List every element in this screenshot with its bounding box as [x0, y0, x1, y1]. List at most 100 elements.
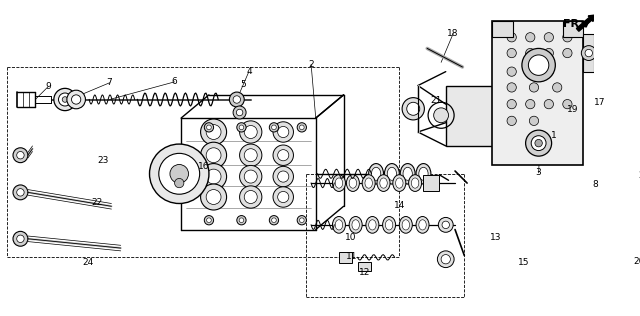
Circle shape — [239, 125, 244, 130]
Bar — [583, 34, 595, 72]
Text: 24: 24 — [83, 258, 94, 267]
Ellipse shape — [369, 220, 376, 230]
Circle shape — [239, 166, 262, 188]
Circle shape — [535, 139, 542, 147]
Circle shape — [200, 164, 227, 190]
Circle shape — [273, 122, 294, 142]
Circle shape — [269, 216, 278, 225]
Circle shape — [206, 148, 221, 163]
Ellipse shape — [408, 175, 422, 191]
Text: 19: 19 — [567, 105, 579, 114]
Ellipse shape — [335, 178, 342, 188]
Circle shape — [581, 46, 596, 60]
Ellipse shape — [349, 178, 356, 188]
Ellipse shape — [419, 167, 428, 180]
Circle shape — [17, 151, 24, 159]
Circle shape — [237, 216, 246, 225]
Circle shape — [544, 67, 554, 76]
Circle shape — [507, 33, 516, 42]
Ellipse shape — [332, 216, 346, 233]
Circle shape — [200, 184, 227, 210]
Circle shape — [67, 90, 85, 109]
Circle shape — [273, 145, 294, 166]
Bar — [492, 21, 583, 165]
Circle shape — [437, 251, 454, 268]
Circle shape — [525, 67, 535, 76]
Text: 23: 23 — [97, 156, 109, 165]
Circle shape — [278, 126, 289, 137]
Circle shape — [170, 165, 189, 183]
Text: 22: 22 — [91, 198, 102, 207]
Circle shape — [62, 97, 68, 102]
Circle shape — [544, 33, 554, 42]
Ellipse shape — [383, 216, 396, 233]
Circle shape — [271, 218, 276, 222]
Ellipse shape — [352, 220, 360, 230]
Circle shape — [525, 48, 535, 58]
Circle shape — [239, 144, 262, 166]
Ellipse shape — [399, 216, 412, 233]
Circle shape — [527, 103, 550, 127]
Circle shape — [17, 189, 24, 196]
Circle shape — [507, 100, 516, 109]
Circle shape — [207, 125, 211, 130]
Circle shape — [278, 150, 289, 161]
Circle shape — [438, 217, 453, 232]
Ellipse shape — [400, 164, 415, 184]
Circle shape — [273, 166, 294, 187]
Ellipse shape — [365, 178, 372, 188]
Ellipse shape — [332, 175, 346, 191]
Text: 12: 12 — [359, 268, 371, 277]
Ellipse shape — [380, 178, 387, 188]
Circle shape — [520, 97, 557, 134]
Text: 3: 3 — [536, 168, 541, 177]
Text: 2: 2 — [308, 60, 314, 69]
Circle shape — [233, 106, 246, 119]
Circle shape — [244, 125, 257, 138]
Circle shape — [407, 102, 420, 115]
Circle shape — [269, 123, 278, 132]
Text: 14: 14 — [394, 201, 405, 210]
Ellipse shape — [396, 178, 403, 188]
Ellipse shape — [346, 175, 360, 191]
Circle shape — [229, 92, 244, 107]
Text: 17: 17 — [594, 98, 605, 107]
Circle shape — [200, 119, 227, 145]
Circle shape — [507, 48, 516, 58]
Circle shape — [544, 48, 554, 58]
Circle shape — [236, 109, 243, 116]
Ellipse shape — [387, 167, 397, 180]
Bar — [339, 252, 352, 263]
Circle shape — [233, 96, 241, 103]
Bar — [492, 21, 513, 37]
Circle shape — [244, 170, 257, 183]
Text: 4: 4 — [246, 67, 252, 76]
Circle shape — [563, 33, 572, 42]
Ellipse shape — [366, 216, 379, 233]
Circle shape — [207, 218, 211, 222]
Circle shape — [525, 100, 535, 109]
Text: 20: 20 — [633, 257, 640, 265]
Ellipse shape — [362, 175, 375, 191]
FancyArrow shape — [577, 15, 595, 31]
Circle shape — [244, 191, 257, 204]
Text: 15: 15 — [518, 258, 529, 266]
Circle shape — [297, 123, 307, 132]
Bar — [445, 86, 539, 146]
Circle shape — [544, 100, 554, 109]
Circle shape — [300, 218, 304, 222]
Circle shape — [563, 48, 572, 58]
Ellipse shape — [385, 220, 393, 230]
Text: FR.: FR. — [563, 19, 583, 29]
Circle shape — [273, 187, 294, 207]
Bar — [358, 262, 371, 271]
Text: 5: 5 — [241, 80, 246, 89]
Ellipse shape — [393, 175, 406, 191]
Text: 8: 8 — [593, 180, 598, 189]
Circle shape — [72, 95, 81, 104]
Circle shape — [278, 171, 289, 182]
Text: 20: 20 — [639, 171, 640, 180]
Circle shape — [54, 88, 76, 111]
Circle shape — [402, 98, 424, 120]
Ellipse shape — [402, 220, 410, 230]
